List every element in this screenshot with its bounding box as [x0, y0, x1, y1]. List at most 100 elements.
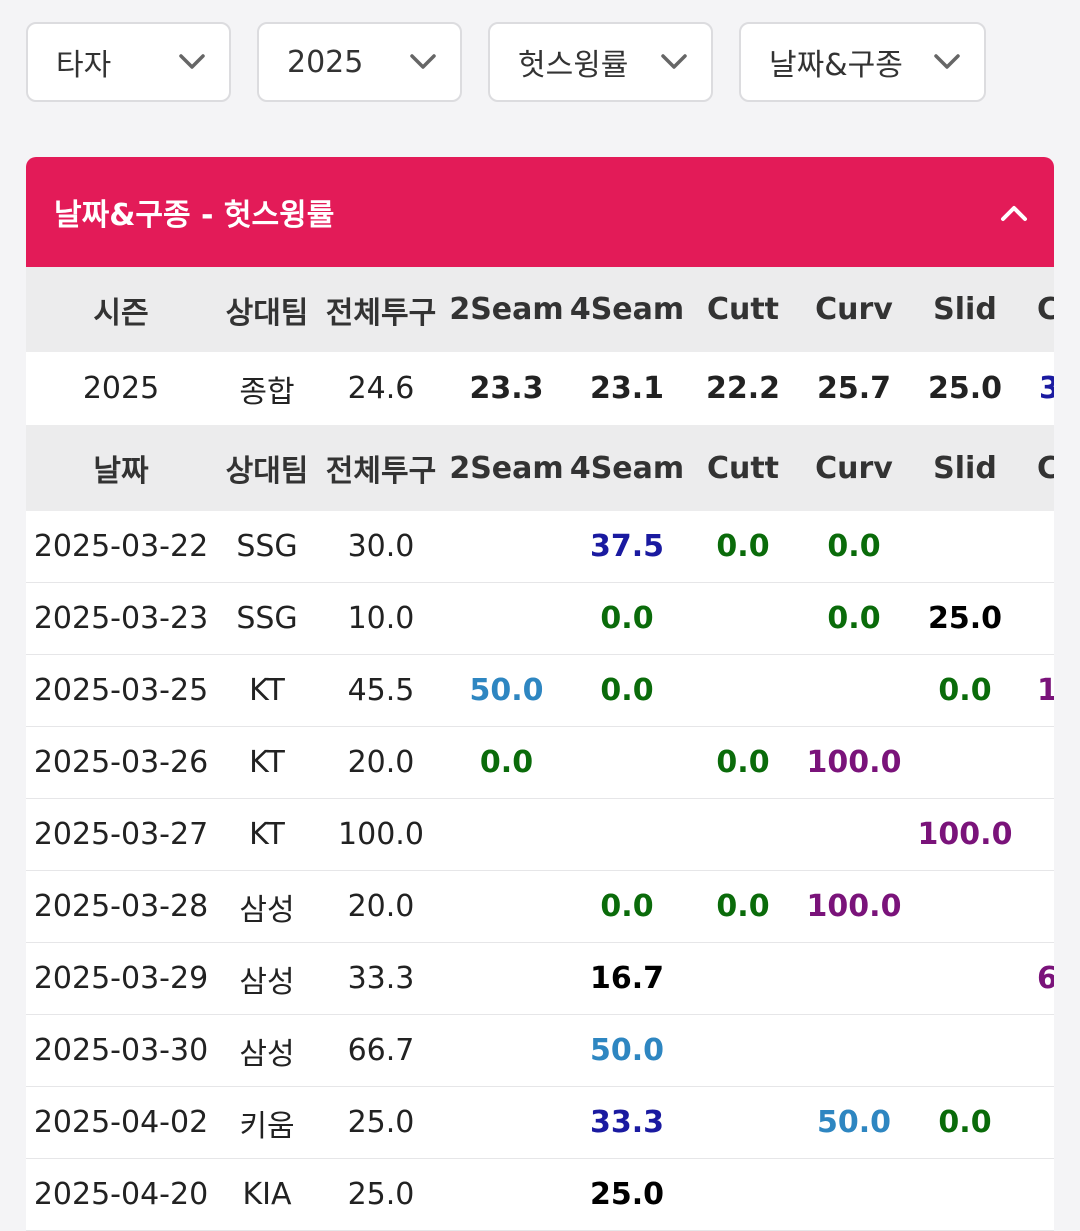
column-header[interactable]: 4Seam	[569, 425, 685, 511]
value-cell	[907, 511, 1023, 583]
total-cell: 20.0	[318, 726, 444, 799]
column-header[interactable]: 시즌	[26, 267, 216, 352]
summary-cell: 25.0	[927, 371, 1003, 406]
value-cell	[569, 726, 685, 799]
column-header[interactable]: Slid	[907, 425, 1023, 511]
column-header[interactable]: 2Seam	[444, 267, 569, 352]
value-cell: 0.0	[801, 582, 907, 655]
total-cell: 45.5	[318, 654, 444, 727]
value-cell: 1	[1023, 654, 1054, 727]
date-rows: 2025-03-22 SSG 30.0 37.5 0.0 0.0 2025-03-23 SSG…	[26, 511, 1054, 1231]
team-cell: KIA	[216, 1158, 318, 1231]
table-row: 2025-03-30 삼성 66.7 50.0	[26, 1014, 1054, 1087]
total-cell: 33.3	[318, 942, 444, 1015]
table-row: 2025-04-20 KIA 25.0 25.0	[26, 1158, 1054, 1231]
column-header[interactable]: 전체투구	[318, 267, 444, 352]
split-dropdown[interactable]: 날짜&구종	[739, 22, 986, 102]
value-cell	[801, 654, 907, 727]
column-header[interactable]: 2Seam	[444, 425, 569, 511]
total-cell: 66.7	[318, 1014, 444, 1087]
value-cell	[444, 870, 569, 943]
value-cell: 25.0	[907, 582, 1023, 655]
value-cell	[1023, 1158, 1054, 1231]
value-cell: 16.7	[569, 942, 685, 1015]
summary-cell: 23.3	[469, 371, 544, 406]
value-cell	[801, 1158, 907, 1231]
total-cell: 30.0	[318, 511, 444, 583]
table-row: 2025-03-26 KT 20.0 0.0 0.0 100.0	[26, 726, 1054, 799]
panel-header[interactable]: 날짜&구종 - 헛스윙률	[26, 157, 1054, 267]
summary-cell: 2025	[82, 371, 160, 406]
chevron-down-icon	[934, 54, 960, 70]
column-header[interactable]: C	[1023, 267, 1054, 352]
total-cell: 20.0	[318, 870, 444, 943]
chevron-up-icon[interactable]	[1000, 195, 1028, 230]
season-header-row: 시즌 상대팀 전체투구 2Seam 4Seam Cutt Curv Slid C	[26, 267, 1054, 352]
summary-cell: 24.6	[347, 371, 415, 406]
team-cell: 삼성	[216, 1014, 318, 1087]
date-cell: 2025-03-30	[26, 1014, 216, 1087]
value-cell	[685, 1158, 801, 1231]
value-cell	[685, 1014, 801, 1087]
summary-cell: 3	[1039, 371, 1054, 406]
value-cell: 0.0	[907, 654, 1023, 727]
stats-panel: 날짜&구종 - 헛스윙률 시즌 상대팀 전체투구 2Seam 4Seam Cut…	[26, 157, 1054, 1231]
value-cell: 0.0	[569, 654, 685, 727]
value-cell	[685, 942, 801, 1015]
value-cell	[1023, 798, 1054, 871]
total-cell: 25.0	[318, 1086, 444, 1159]
batter-dropdown[interactable]: 타자	[26, 22, 231, 102]
column-header[interactable]: Slid	[907, 267, 1023, 352]
column-header[interactable]: Curv	[801, 267, 907, 352]
column-header[interactable]: 상대팀	[216, 267, 318, 352]
value-cell: 50.0	[444, 654, 569, 727]
value-cell	[685, 798, 801, 871]
date-cell: 2025-03-27	[26, 798, 216, 871]
value-cell: 0.0	[907, 1086, 1023, 1159]
team-cell: 삼성	[216, 942, 318, 1015]
team-cell: 삼성	[216, 870, 318, 943]
date-cell: 2025-03-28	[26, 870, 216, 943]
table-row: 2025-03-28 삼성 20.0 0.0 0.0 100.0	[26, 870, 1054, 943]
value-cell	[907, 942, 1023, 1015]
value-cell	[569, 798, 685, 871]
column-header[interactable]: Curv	[801, 425, 907, 511]
table-row: 2025-03-27 KT 100.0 100.0	[26, 798, 1054, 871]
batter-dropdown-label: 타자	[56, 48, 112, 83]
value-cell	[685, 582, 801, 655]
value-cell	[444, 798, 569, 871]
value-cell: 50.0	[569, 1014, 685, 1087]
year-dropdown-label: 2025	[287, 44, 364, 80]
year-dropdown[interactable]: 2025	[257, 22, 462, 102]
chevron-down-icon	[661, 54, 687, 70]
total-cell: 100.0	[318, 798, 444, 871]
value-cell	[1023, 582, 1054, 655]
chevron-down-icon	[179, 54, 205, 70]
value-cell	[801, 1014, 907, 1087]
value-cell: 0.0	[569, 582, 685, 655]
column-header[interactable]: 4Seam	[569, 267, 685, 352]
column-header[interactable]: C	[1023, 425, 1054, 511]
value-cell: 0.0	[444, 726, 569, 799]
value-cell	[685, 1086, 801, 1159]
column-header[interactable]: 전체투구	[318, 425, 444, 511]
column-header[interactable]: 날짜	[26, 425, 216, 511]
stat-dropdown[interactable]: 헛스윙률	[488, 22, 713, 102]
value-cell	[685, 654, 801, 727]
value-cell	[907, 1014, 1023, 1087]
date-cell: 2025-03-26	[26, 726, 216, 799]
value-cell	[907, 1158, 1023, 1231]
stat-dropdown-label: 헛스윙률	[518, 48, 629, 83]
stats-table: 시즌 상대팀 전체투구 2Seam 4Seam Cutt Curv Slid C…	[26, 267, 1054, 1231]
column-header[interactable]: Cutt	[685, 267, 801, 352]
team-cell: KT	[216, 654, 318, 727]
team-cell: SSG	[216, 511, 318, 583]
date-cell: 2025-04-02	[26, 1086, 216, 1159]
column-header[interactable]: Cutt	[685, 425, 801, 511]
value-cell	[444, 511, 569, 583]
value-cell: 6	[1023, 942, 1054, 1015]
team-cell: SSG	[216, 582, 318, 655]
total-cell: 10.0	[318, 582, 444, 655]
column-header[interactable]: 상대팀	[216, 425, 318, 511]
